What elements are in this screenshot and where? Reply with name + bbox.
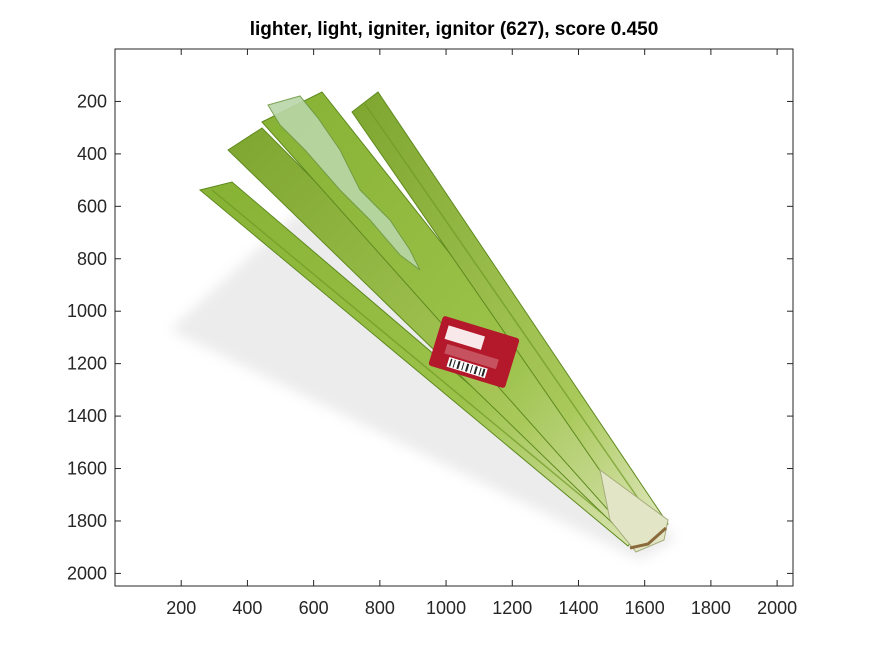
x-tick-label: 1400 [558,598,598,618]
y-tick-label: 1800 [67,511,107,531]
y-tick-label: 200 [77,91,107,111]
x-axis: 200 400 600 800 1000 1200 1400 1600 1800 2000 [166,49,797,618]
celery-stalk-right-rib [364,103,661,531]
y-tick-label: 2000 [67,563,107,583]
x-tick-label: 400 [232,598,262,618]
plot-title: lighter, light, igniter, ignitor (627), … [249,19,659,40]
x-tick-label: 1200 [492,598,532,618]
y-tick-label: 1200 [67,354,107,374]
celery-stalk-left-rib [211,189,633,539]
celery-base [599,468,669,553]
y-axis: 200 400 600 800 1000 1200 1400 1600 1800 2000 [67,91,793,583]
x-tick-label: 2000 [757,598,797,618]
celery-leaf-tear [267,95,421,271]
axes-box [114,48,794,587]
y-tick-label: 600 [77,196,107,216]
celery-base-cut [629,526,667,550]
produce-label [428,316,520,388]
x-tick-label: 800 [365,598,395,618]
x-tick-label: 600 [299,598,329,618]
y-tick-label: 800 [77,249,107,269]
celery-image [170,91,675,560]
y-tick-label: 400 [77,144,107,164]
x-tick-label: 1000 [426,598,466,618]
x-tick-label: 1800 [691,598,731,618]
y-tick-label: 1600 [67,459,107,479]
x-tick-label: 1600 [625,598,665,618]
x-tick-label: 200 [166,598,196,618]
y-tick-label: 1000 [67,301,107,321]
y-tick-label: 1400 [67,406,107,426]
